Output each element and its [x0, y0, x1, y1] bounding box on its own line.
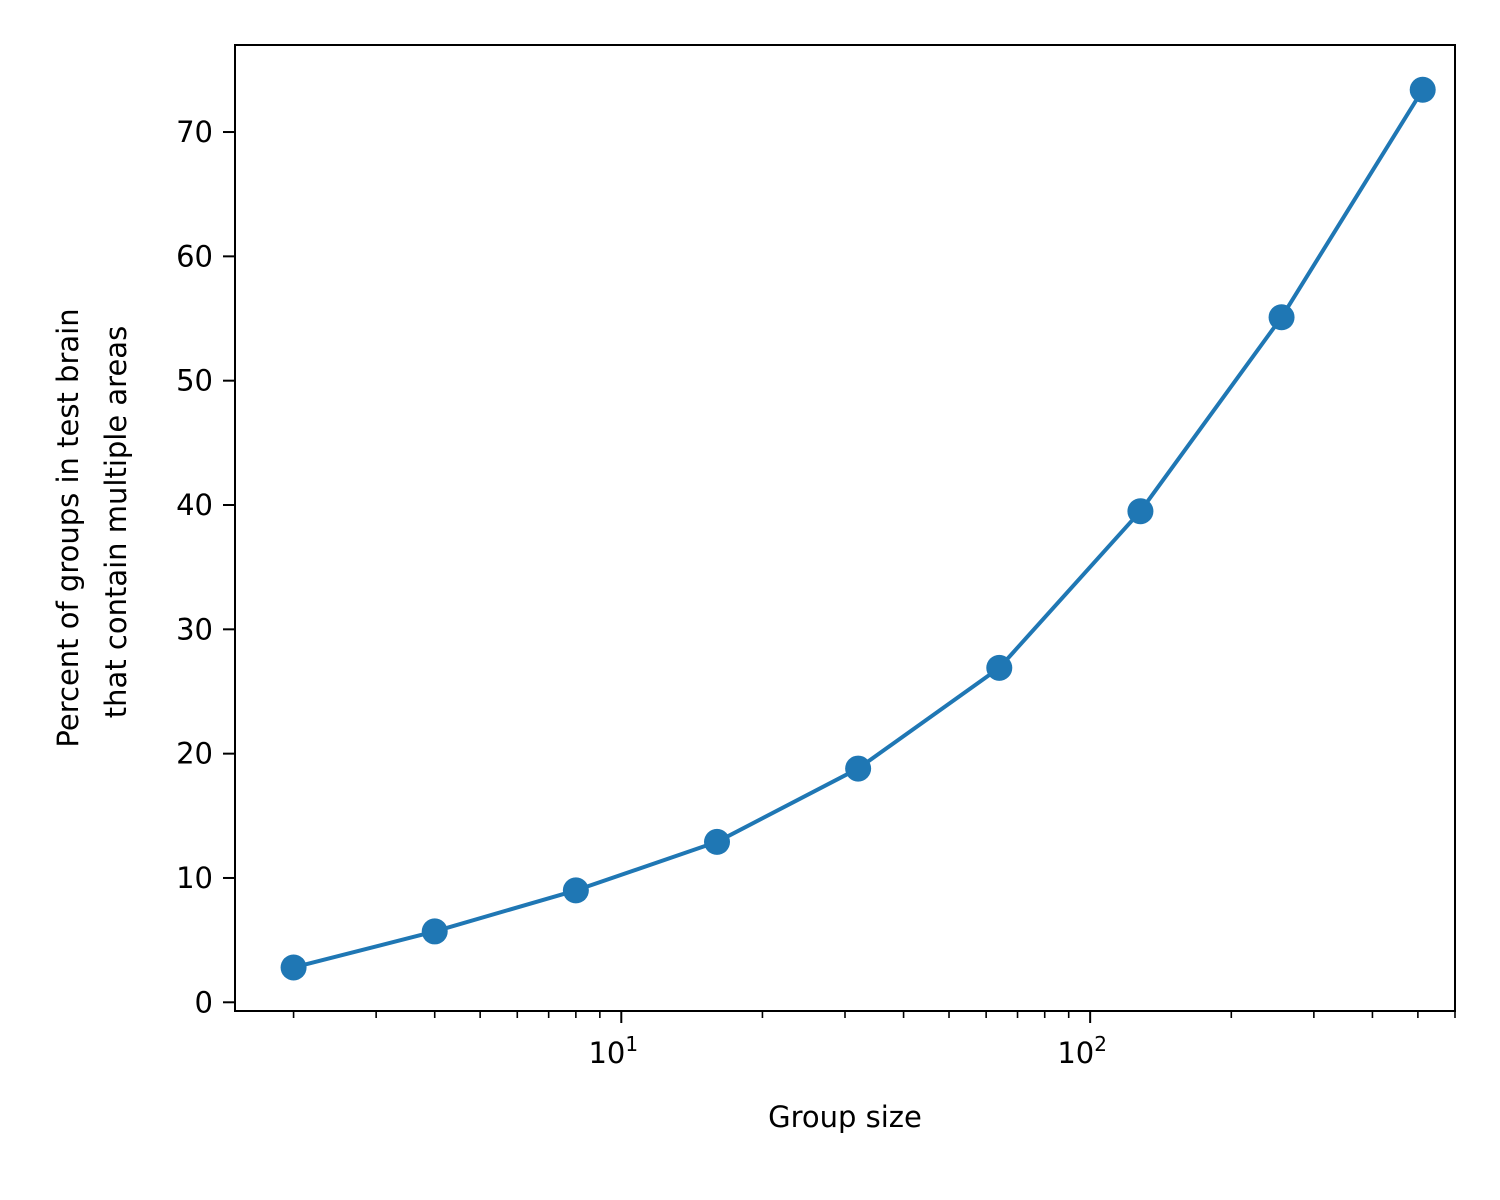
y-axis-label-line-2: that contain multiple areas [99, 326, 133, 718]
data-point [1268, 304, 1295, 331]
data-point [280, 954, 307, 981]
x-tick-label-base: 10 [1057, 1036, 1094, 1070]
x-tick-label: 101 [588, 1032, 638, 1070]
y-tick-label: 30 [176, 612, 213, 646]
series-layer [280, 76, 1436, 981]
plot-area [235, 45, 1455, 1011]
y-tick-label: 70 [176, 115, 213, 149]
data-point [704, 828, 731, 855]
data-point [1409, 76, 1436, 103]
x-minor-ticks [292, 1011, 1456, 1018]
y-ticks: 0 10 20 30 40 50 60 70 [176, 115, 235, 1019]
y-axis-label-line-1: Percent of groups in test brain [51, 308, 85, 747]
data-point [421, 918, 448, 945]
data-point [986, 654, 1013, 681]
x-tick-label-exponent: 2 [1094, 1032, 1107, 1056]
y-tick-label: 40 [176, 488, 213, 522]
x-tick-label-base: 10 [588, 1036, 625, 1070]
y-tick-label: 60 [176, 239, 213, 273]
y-tick-label: 10 [176, 861, 213, 895]
plot-frame [234, 44, 1456, 1012]
x-tick-label: 102 [1057, 1032, 1107, 1070]
y-tick-label: 0 [195, 985, 213, 1019]
x-axis-label: Group size [768, 1100, 922, 1134]
y-tick-label: 20 [176, 737, 213, 771]
data-point [562, 877, 589, 904]
data-point [845, 755, 872, 782]
x-tick-label-exponent: 1 [625, 1032, 638, 1056]
x-major-ticks: 101 102 [588, 1011, 1107, 1070]
data-point [1127, 498, 1154, 525]
y-tick-label: 50 [176, 364, 213, 398]
